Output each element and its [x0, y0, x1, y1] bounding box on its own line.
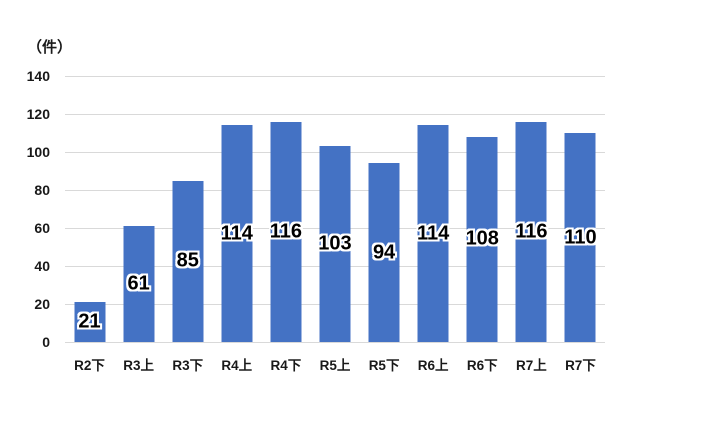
gridline-y-140 — [65, 75, 605, 77]
data-label-R7上: 116 — [515, 220, 548, 243]
bar-column-R6下: 108 — [458, 76, 507, 342]
bar-column-R7上: 116 — [507, 76, 556, 342]
bar-column-R5下: 94 — [360, 76, 409, 342]
bar-R4下 — [270, 121, 302, 342]
bar-R3下 — [172, 180, 204, 342]
bar-R7上 — [515, 121, 547, 342]
data-label-R4上: 114 — [220, 222, 253, 245]
data-label-R2下: 21 — [78, 310, 101, 333]
data-label-R3下: 85 — [176, 249, 199, 272]
y-tick-label-120: 120 — [26, 106, 50, 122]
bar-column-R5上: 103 — [310, 76, 359, 342]
x-tick-label-R5上: R5上 — [319, 358, 351, 373]
x-tick-label-R5下: R5下 — [368, 358, 400, 373]
gridline-y-0 — [65, 341, 605, 343]
bar-column-R4上: 114 — [212, 76, 261, 342]
bar-R3上 — [123, 226, 155, 342]
x-tick-label-R4下: R4下 — [270, 358, 302, 373]
bar-column-R3下: 85 — [163, 76, 212, 342]
data-label-R5下: 94 — [372, 241, 396, 264]
data-label-R6下: 108 — [465, 227, 499, 250]
y-axis-unit-label: （件） — [27, 39, 73, 56]
data-label-R7下: 110 — [564, 226, 597, 248]
bar-R7下 — [564, 133, 596, 342]
bar-column-R6上: 114 — [409, 76, 458, 342]
x-tick-label-R2下: R2下 — [74, 358, 105, 373]
data-label-R3上: 61 — [127, 272, 150, 295]
bar-column-R4下: 116 — [261, 76, 310, 342]
y-tick-label-100: 100 — [26, 144, 50, 160]
plot-area: 21 61 85 114 116 103 94 114 108 116 110 — [65, 75, 605, 343]
bar-R5上 — [319, 146, 351, 342]
bar-R6下 — [466, 136, 498, 342]
y-tick-label-140: 140 — [26, 68, 50, 84]
y-tick-label-20: 20 — [34, 296, 50, 312]
bar-R5下 — [368, 163, 400, 342]
data-label-R5上: 103 — [318, 232, 352, 255]
x-tick-label-R3下: R3下 — [172, 358, 204, 373]
x-tick-label-R4上: R4上 — [221, 358, 253, 373]
x-tick-label-R6下: R6下 — [466, 358, 498, 373]
y-tick-label-80: 80 — [34, 182, 50, 198]
bar-column-R3上: 61 — [114, 76, 163, 342]
y-tick-label-60: 60 — [34, 220, 50, 236]
y-tick-label-40: 40 — [34, 258, 50, 274]
bar-column-R7下: 110 — [556, 76, 605, 342]
gridline-y-120 — [65, 113, 605, 115]
bar-R4上 — [221, 125, 253, 342]
bar-column-R2下: 21 — [65, 76, 114, 342]
data-label-R6上: 114 — [417, 222, 450, 245]
bar-R6上 — [417, 125, 449, 342]
x-tick-label-R6上: R6上 — [417, 358, 449, 373]
y-tick-label-0: 0 — [42, 334, 50, 350]
data-label-R4下: 116 — [269, 220, 303, 243]
bar-R2下 — [74, 302, 106, 342]
x-tick-label-R7上: R7上 — [515, 358, 547, 373]
x-tick-label-R3上: R3上 — [123, 358, 154, 373]
x-tick-label-R7下: R7下 — [565, 358, 596, 373]
